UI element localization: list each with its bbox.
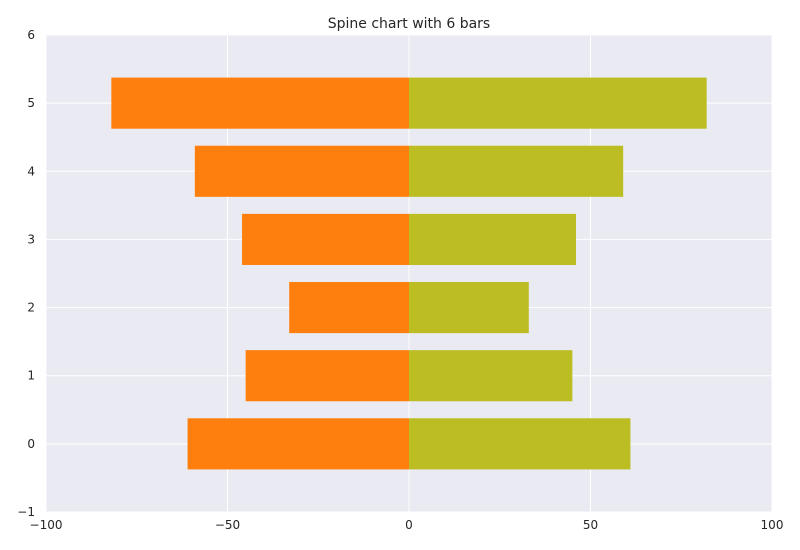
left-bar-1 [245,350,409,402]
y-tick-label: −1 [17,505,35,519]
right-bar-4 [409,145,624,197]
bars [111,77,707,470]
left-bar-2 [289,282,409,334]
x-tick-label: 50 [583,518,598,532]
y-tick-label: 0 [27,437,35,451]
right-bar-2 [409,282,529,334]
y-axis-ticks: −1 0 1 2 3 4 5 6 [17,28,35,519]
y-tick-label: 2 [27,301,35,315]
left-bar-5 [111,77,409,129]
x-axis-ticks: −100 −50 0 50 100 [30,518,784,532]
y-tick-label: 3 [27,232,35,246]
right-bar-5 [409,77,707,129]
left-bar-0 [187,418,409,470]
x-tick-label: −100 [30,518,63,532]
x-tick-label: 100 [761,518,784,532]
y-tick-label: 6 [27,28,35,42]
right-bar-3 [409,213,576,265]
y-tick-label: 1 [27,369,35,383]
x-tick-label: 0 [405,518,413,532]
x-tick-label: −50 [215,518,240,532]
right-bar-0 [409,418,631,470]
right-bar-1 [409,350,573,402]
left-bar-3 [242,213,409,265]
chart-title: Spine chart with 6 bars [328,16,490,32]
y-tick-label: 5 [27,96,35,110]
left-bar-4 [194,145,409,197]
y-tick-label: 4 [27,164,35,178]
